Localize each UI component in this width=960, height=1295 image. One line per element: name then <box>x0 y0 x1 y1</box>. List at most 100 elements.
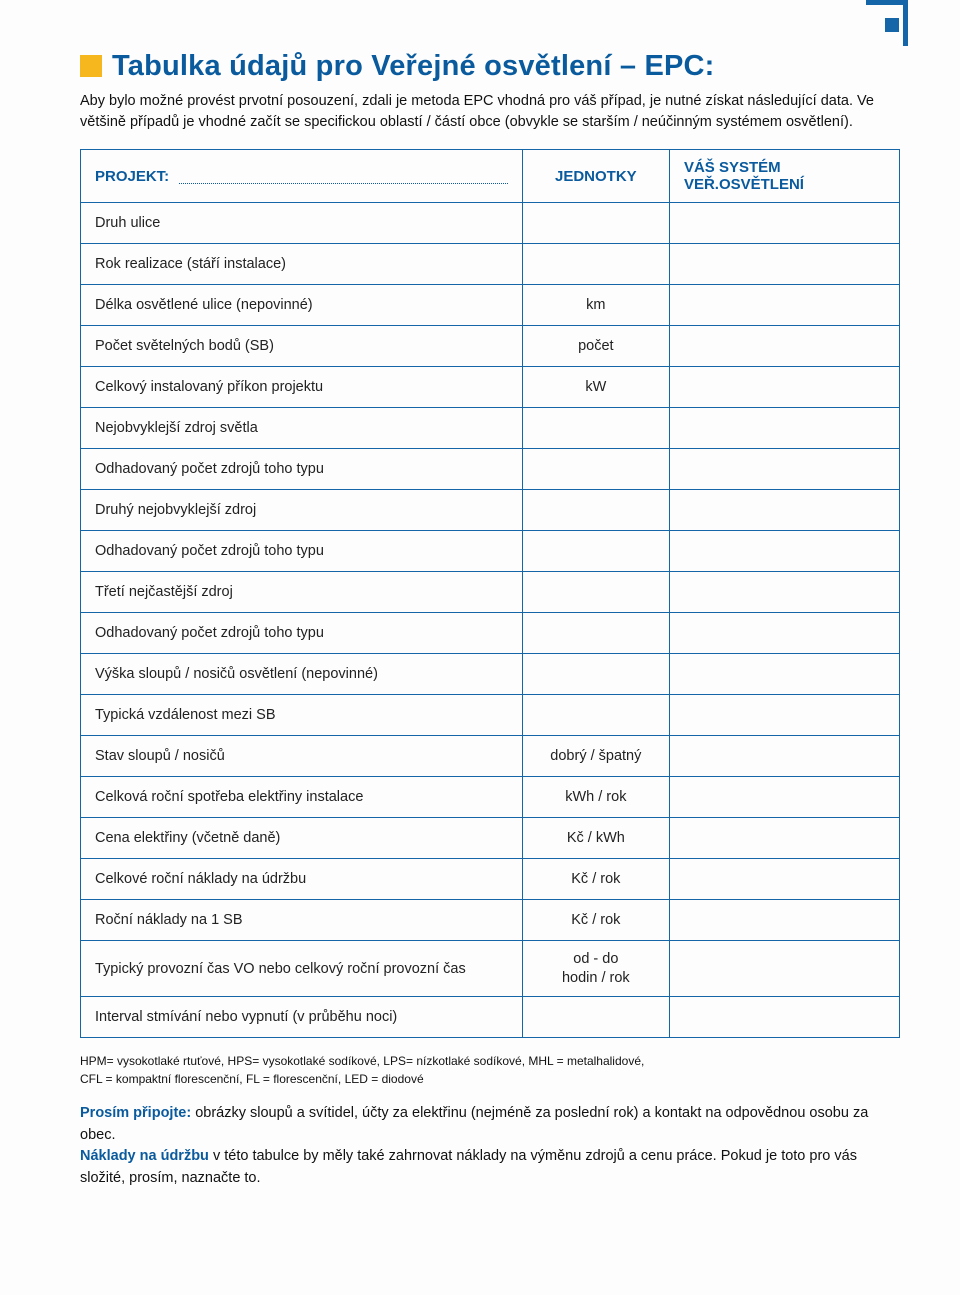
row-label: Druh ulice <box>81 203 523 243</box>
title-bullet-icon <box>80 55 102 77</box>
row-value-input[interactable] <box>670 285 899 325</box>
row-unit: počet <box>523 326 670 366</box>
intro-paragraph: Aby bylo možné provést prvotní posouzení… <box>80 91 900 133</box>
table-row: Druhý nejobvyklejší zdroj <box>81 490 899 531</box>
footnote-line: HPM= vysokotlaké rtuťové, HPS= vysokotla… <box>80 1052 900 1071</box>
row-unit <box>523 408 670 448</box>
row-label: Typická vzdálenost mezi SB <box>81 695 523 735</box>
row-unit: kW <box>523 367 670 407</box>
header-project-label: PROJEKT: <box>95 168 169 185</box>
table-row: Nejobvyklejší zdroj světla <box>81 408 899 449</box>
footnote-line: CFL = kompaktní florescenční, FL = flore… <box>80 1070 900 1089</box>
row-unit <box>523 244 670 284</box>
row-label: Odhadovaný počet zdrojů toho typu <box>81 613 523 653</box>
row-label: Celková roční spotřeba elektřiny instala… <box>81 777 523 817</box>
table-row: Výška sloupů / nosičů osvětlení (nepovin… <box>81 654 899 695</box>
row-label: Cena elektřiny (včetně daně) <box>81 818 523 858</box>
row-unit: kWh / rok <box>523 777 670 817</box>
row-unit <box>523 490 670 530</box>
page-title: Tabulka údajů pro Veřejné osvětlení – EP… <box>112 50 715 83</box>
row-value-input[interactable] <box>670 203 899 243</box>
table-row: Celkový instalovaný příkon projektukW <box>81 367 899 408</box>
row-label: Roční náklady na 1 SB <box>81 900 523 940</box>
row-unit: km <box>523 285 670 325</box>
row-unit <box>523 654 670 694</box>
row-value-input[interactable] <box>670 244 899 284</box>
header-units: JEDNOTKY <box>523 150 670 202</box>
row-unit: Kč / rok <box>523 900 670 940</box>
attach-text: obrázky sloupů a svítidel, účty za elekt… <box>80 1105 868 1143</box>
row-label: Délka osvětlené ulice (nepovinné) <box>81 285 523 325</box>
row-value-input[interactable] <box>670 531 899 571</box>
project-input-line[interactable] <box>179 169 508 184</box>
row-label: Počet světelných bodů (SB) <box>81 326 523 366</box>
row-value-input[interactable] <box>670 408 899 448</box>
corner-decoration <box>866 0 908 46</box>
table-body: Druh uliceRok realizace (stáří instalace… <box>81 203 899 1036</box>
row-label: Třetí nejčastější zdroj <box>81 572 523 612</box>
row-unit: Kč / rok <box>523 859 670 899</box>
row-label: Celkové roční náklady na údržbu <box>81 859 523 899</box>
row-value-input[interactable] <box>670 695 899 735</box>
row-label: Druhý nejobvyklejší zdroj <box>81 490 523 530</box>
row-unit <box>523 203 670 243</box>
row-value-input[interactable] <box>670 777 899 817</box>
row-label: Odhadovaný počet zdrojů toho typu <box>81 449 523 489</box>
row-value-input[interactable] <box>670 654 899 694</box>
row-value-input[interactable] <box>670 367 899 407</box>
page-title-row: Tabulka údajů pro Veřejné osvětlení – EP… <box>80 50 900 83</box>
row-label: Typický provozní čas VO nebo celkový roč… <box>81 941 523 995</box>
row-value-input[interactable] <box>670 900 899 940</box>
table-row: Typická vzdálenost mezi SB <box>81 695 899 736</box>
footnotes: HPM= vysokotlaké rtuťové, HPS= vysokotla… <box>80 1052 900 1089</box>
row-unit: od - do hodin / rok <box>523 941 670 995</box>
header-project: PROJEKT: <box>81 150 523 202</box>
table-row: Roční náklady na 1 SBKč / rok <box>81 900 899 941</box>
row-value-input[interactable] <box>670 326 899 366</box>
row-label: Výška sloupů / nosičů osvětlení (nepovin… <box>81 654 523 694</box>
attach-label: Prosím připojte: <box>80 1105 191 1121</box>
row-value-input[interactable] <box>670 736 899 776</box>
row-value-input[interactable] <box>670 490 899 530</box>
row-label: Rok realizace (stáří instalace) <box>81 244 523 284</box>
row-label: Celkový instalovaný příkon projektu <box>81 367 523 407</box>
row-value-input[interactable] <box>670 859 899 899</box>
row-unit: Kč / kWh <box>523 818 670 858</box>
page: Tabulka údajů pro Veřejné osvětlení – EP… <box>0 0 960 1230</box>
table-row: Celkové roční náklady na údržbuKč / rok <box>81 859 899 900</box>
attachment-instructions: Prosím připojte: obrázky sloupů a svítid… <box>80 1103 900 1190</box>
table-row: Počet světelných bodů (SB)počet <box>81 326 899 367</box>
table-row: Třetí nejčastější zdroj <box>81 572 899 613</box>
row-value-input[interactable] <box>670 449 899 489</box>
table-row: Stav sloupů / nosičůdobrý / špatný <box>81 736 899 777</box>
table-row: Cena elektřiny (včetně daně)Kč / kWh <box>81 818 899 859</box>
table-row: Odhadovaný počet zdrojů toho typu <box>81 613 899 654</box>
row-unit <box>523 531 670 571</box>
table-row: Odhadovaný počet zdrojů toho typu <box>81 449 899 490</box>
row-value-input[interactable] <box>670 997 899 1037</box>
table-row: Druh ulice <box>81 203 899 244</box>
table-row: Délka osvětlené ulice (nepovinné)km <box>81 285 899 326</box>
row-label: Odhadovaný počet zdrojů toho typu <box>81 531 523 571</box>
table-row: Odhadovaný počet zdrojů toho typu <box>81 531 899 572</box>
row-unit <box>523 613 670 653</box>
table-row: Interval stmívání nebo vypnutí (v průběh… <box>81 997 899 1037</box>
data-table: PROJEKT: JEDNOTKY VÁŠ SYSTÉM VEŘ.OSVĚTLE… <box>80 149 900 1037</box>
row-label: Interval stmívání nebo vypnutí (v průběh… <box>81 997 523 1037</box>
row-unit <box>523 695 670 735</box>
row-value-input[interactable] <box>670 818 899 858</box>
maintenance-label: Náklady na údržbu <box>80 1148 209 1164</box>
row-unit: dobrý / špatný <box>523 736 670 776</box>
row-unit <box>523 449 670 489</box>
row-value-input[interactable] <box>670 941 899 995</box>
row-value-input[interactable] <box>670 613 899 653</box>
table-row: Celková roční spotřeba elektřiny instala… <box>81 777 899 818</box>
row-label: Stav sloupů / nosičů <box>81 736 523 776</box>
table-row: Rok realizace (stáří instalace) <box>81 244 899 285</box>
header-your-system: VÁŠ SYSTÉM VEŘ.OSVĚTLENÍ <box>670 150 899 202</box>
row-value-input[interactable] <box>670 572 899 612</box>
row-unit <box>523 997 670 1037</box>
row-label: Nejobvyklejší zdroj světla <box>81 408 523 448</box>
table-header-row: PROJEKT: JEDNOTKY VÁŠ SYSTÉM VEŘ.OSVĚTLE… <box>81 150 899 203</box>
table-row: Typický provozní čas VO nebo celkový roč… <box>81 941 899 996</box>
